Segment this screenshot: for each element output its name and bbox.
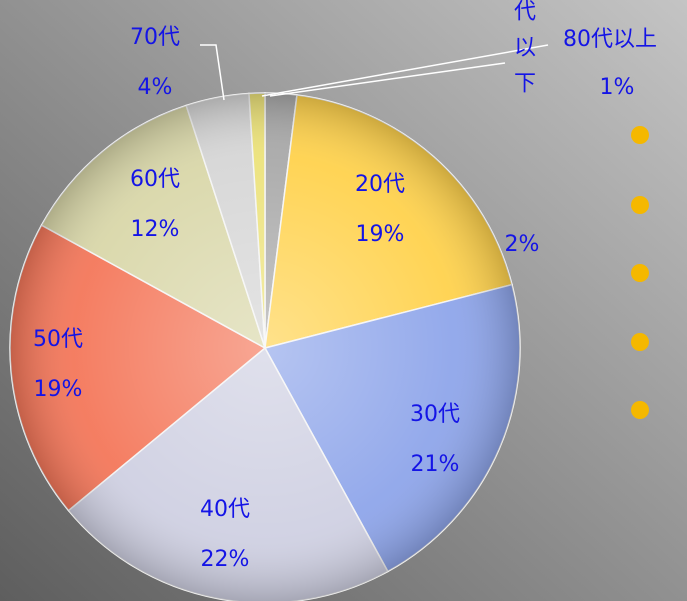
category-label: 40代 [200, 497, 250, 522]
value-label: 19% [356, 222, 405, 247]
dot [631, 126, 649, 144]
value-label: 4% [138, 75, 173, 100]
leader-line [269, 62, 506, 97]
value-label: 19% [34, 377, 83, 402]
leader-line [200, 44, 225, 101]
category-label: 70代 [130, 25, 180, 50]
value-label: 1% [600, 75, 635, 100]
value-label: 22% [201, 547, 250, 572]
value-label: 12% [131, 217, 180, 242]
value-label: 2% [505, 232, 540, 257]
dot [631, 264, 649, 282]
leader-line [261, 44, 549, 97]
category-label: 10代以下 [510, 0, 536, 107]
value-label: 21% [411, 452, 460, 477]
pie [9, 92, 521, 601]
dot [631, 196, 649, 214]
category-label: 80代以上 [563, 27, 657, 52]
decorative-dots [631, 126, 649, 419]
category-label: 50代 [33, 327, 83, 352]
dot [631, 401, 649, 419]
category-label: 20代 [355, 172, 405, 197]
category-label: 30代 [410, 402, 460, 427]
dot [631, 333, 649, 351]
category-label: 60代 [130, 167, 180, 192]
